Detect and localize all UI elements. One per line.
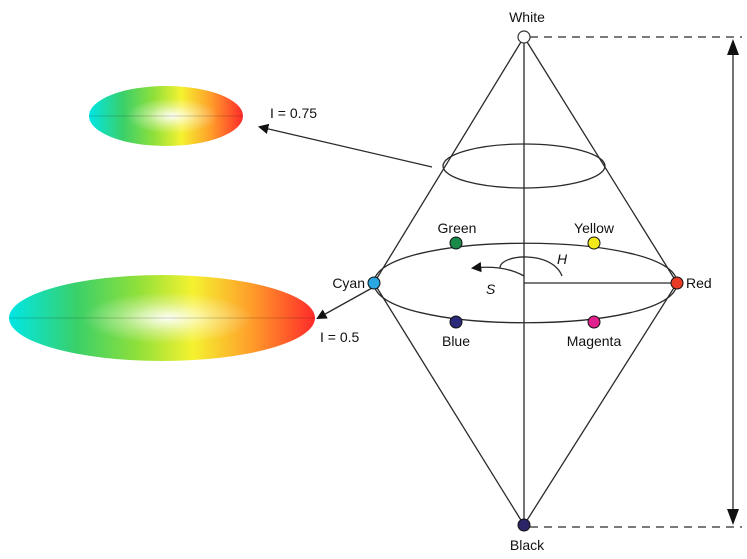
- label-blue: Blue: [442, 333, 470, 349]
- up-arrow-icon: [727, 39, 739, 55]
- label-yellow: Yellow: [574, 220, 615, 236]
- black-dot: [517, 518, 531, 532]
- blue-dot: [449, 315, 463, 329]
- label-magenta: Magenta: [567, 333, 622, 349]
- label-saturation-symbol: S: [486, 281, 496, 297]
- hue-disk-05: [9, 275, 315, 361]
- hue-angle-arc: [499, 256, 563, 277]
- label-red: Red: [686, 275, 712, 291]
- cyan-dot: [367, 276, 381, 290]
- label-cyan: Cyan: [332, 275, 365, 291]
- label-intensity-075: I = 0.75: [270, 105, 317, 121]
- red-dot: [670, 276, 684, 290]
- label-black: Black: [510, 537, 545, 553]
- upper-cross-section: [442, 143, 606, 189]
- green-dot: [449, 236, 463, 250]
- label-hue-symbol: H: [557, 251, 568, 267]
- saturation-arrow: [470, 261, 525, 277]
- label-green: Green: [438, 220, 477, 236]
- hue-circle: [373, 242, 678, 324]
- yellow-dot: [587, 236, 601, 250]
- pointer-arrow-075: [257, 123, 433, 168]
- white-dot: [517, 30, 531, 44]
- label-intensity-05: I = 0.5: [320, 329, 360, 345]
- label-white: White: [509, 9, 545, 25]
- magenta-dot: [587, 315, 601, 329]
- intensity-dimension: [530, 36, 742, 528]
- hue-disk-075: [89, 86, 243, 146]
- pointer-arrow-05: [316, 287, 373, 320]
- down-arrow-icon: [727, 509, 739, 525]
- double-cone-outline: [373, 36, 678, 526]
